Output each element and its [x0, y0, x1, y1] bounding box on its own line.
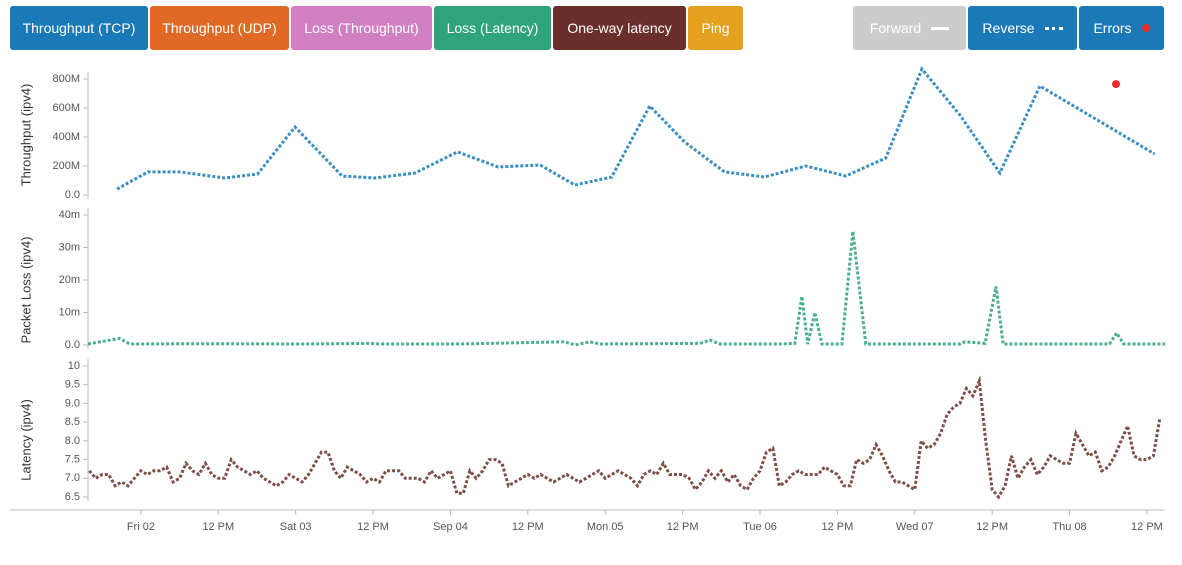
button-label: Ping: [701, 20, 730, 36]
error-point: [1111, 80, 1120, 89]
toggle-button[interactable]: Loss (Throughput): [291, 6, 432, 50]
y-tick-label: 200M: [52, 160, 80, 172]
x-tick-label: Sat 03: [280, 521, 312, 533]
series-line: [88, 375, 1162, 500]
x-tick-label: 12 PM: [357, 521, 389, 533]
y-axis-title: Throughput (ipv4): [18, 84, 33, 187]
toggle-button[interactable]: Throughput (TCP): [10, 6, 148, 50]
button-label: One-way latency: [567, 20, 672, 36]
button-label: Errors: [1093, 20, 1132, 36]
button-label: Loss (Latency): [446, 20, 539, 36]
toggle-button[interactable]: Loss (Latency): [434, 6, 551, 50]
x-tick-label: Mon 05: [587, 521, 624, 533]
x-tick-label: 12 PM: [976, 521, 1008, 533]
y-tick-label: 800M: [52, 73, 80, 85]
x-tick-label: Fri 02: [127, 521, 155, 533]
x-tick-label: 12 PM: [821, 521, 853, 533]
y-tick-label: 0.0: [65, 189, 80, 201]
button-label: Throughput (UDP): [162, 20, 277, 36]
y-tick-label: 8.0: [65, 435, 80, 447]
y-tick-label: 6.5: [65, 491, 80, 503]
button-icon: [1044, 26, 1063, 30]
button-icon: [1141, 24, 1150, 32]
x-tick-label: Tue 06: [743, 521, 777, 533]
y-tick-label: 10m: [59, 306, 80, 318]
y-tick-label: 40m: [59, 209, 80, 221]
y-tick-label: 600M: [52, 102, 80, 114]
series-line: [116, 66, 1156, 191]
button-label: Reverse: [982, 20, 1035, 36]
y-tick-label: 20m: [59, 274, 80, 286]
y-tick-label: 9.0: [65, 397, 80, 409]
toggle-button[interactable]: Ping: [688, 6, 743, 50]
toggle-button[interactable]: Errors: [1079, 6, 1164, 50]
button-label: Forward: [869, 20, 922, 36]
toggle-button[interactable]: Forward: [853, 6, 966, 50]
x-tick-label: 12 PM: [1131, 521, 1163, 533]
y-tick-label: 7.0: [65, 472, 80, 484]
y-tick-label: 9.5: [65, 379, 80, 391]
x-tick-label: 12 PM: [202, 521, 234, 533]
x-tick-label: 12 PM: [667, 521, 699, 533]
x-tick-label: Thu 08: [1052, 521, 1086, 533]
y-tick-label: 10: [68, 360, 80, 372]
button-label: Throughput (TCP): [22, 20, 136, 36]
series-line: [87, 231, 1165, 347]
y-axis-title: Latency (ipv4): [18, 399, 33, 481]
toggle-button[interactable]: One-way latency: [553, 6, 686, 50]
toggle-button[interactable]: Throughput (UDP): [150, 6, 289, 50]
y-tick-label: 400M: [52, 131, 80, 143]
y-axis-title: Packet Loss (ipv4): [18, 237, 33, 344]
x-tick-label: Sep 04: [433, 521, 468, 533]
x-tick-label: 12 PM: [512, 521, 544, 533]
y-tick-label: 30m: [59, 241, 80, 253]
y-tick-label: 8.5: [65, 416, 80, 428]
button-icon: [931, 26, 950, 30]
y-tick-label: 0.0: [65, 339, 80, 351]
y-tick-label: 7.5: [65, 453, 80, 465]
x-tick-label: Wed 07: [896, 521, 934, 533]
toggle-button[interactable]: Reverse: [968, 6, 1077, 50]
button-label: Loss (Throughput): [304, 20, 419, 36]
